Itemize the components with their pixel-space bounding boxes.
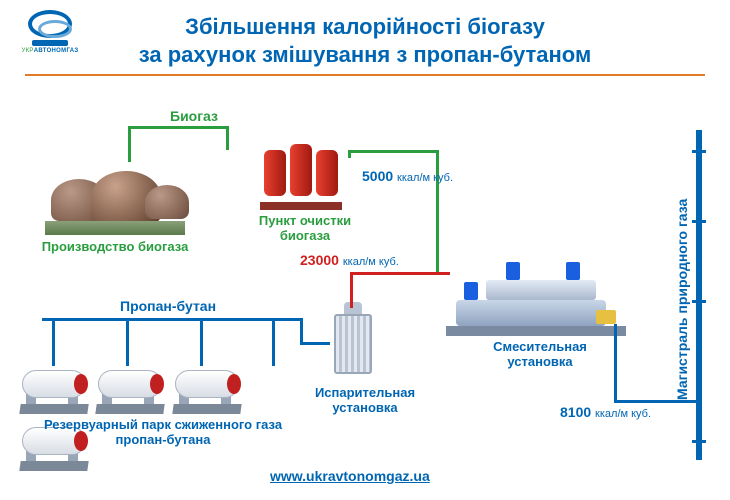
biogas-value: 5000 ккал/м куб. [362, 168, 453, 184]
pipe-biogas-vert1 [128, 126, 131, 152]
pipe-tank-drop-3 [200, 318, 203, 366]
pipe-vap-h [350, 272, 450, 275]
vaporizer-label: Испарительная установка [310, 386, 420, 416]
main-pipe-tick-2 [692, 220, 706, 223]
pipe-biogas-vert2 [226, 126, 229, 150]
biogas-value-unit: ккал/м куб. [397, 172, 453, 184]
title-line-2: за рахунок змішування з пропан-бутаном [0, 42, 730, 68]
diagram-canvas: УКРАВТОНОМГАЗ Збільшення калорійності бі… [0, 0, 730, 500]
vaporizer-label-l1: Испарительная [315, 385, 415, 400]
propane-value-unit: ккал/м куб. [343, 256, 399, 268]
propane-flow-label: Пропан-бутан [120, 298, 216, 314]
pipe-vap-v [350, 272, 353, 304]
lpg-tank-3 [171, 362, 243, 414]
output-value-num: 8100 [560, 404, 591, 420]
output-value: 8100 ккал/м куб. [560, 404, 651, 420]
pipe-output-v [614, 324, 617, 402]
pipe-tank-drop-1 [52, 318, 55, 366]
pipe-output-h [614, 400, 698, 403]
output-value-unit: ккал/м куб. [595, 408, 651, 420]
cleaning-station-illustration [260, 140, 350, 210]
biogas-production-illustration [45, 155, 185, 235]
propane-value: 23000 ккал/м куб. [300, 252, 399, 268]
main-pipe-tick-4 [692, 440, 706, 443]
mixer-label: Смесительная установка [480, 340, 600, 370]
website-link[interactable]: www.ukravtonomgaz.ua [270, 468, 430, 484]
cleaning-label-l2: биогаза [280, 228, 330, 243]
biogas-flow-label: Биогаз [170, 108, 218, 124]
tank-farm-label: Резервуарный парк сжиженного газа пропан… [8, 418, 318, 448]
lpg-tank-2 [94, 362, 166, 414]
cleaning-station-label: Пункт очистки биогаза [250, 214, 360, 244]
mixer-illustration [446, 246, 626, 336]
vaporizer-label-l2: установка [332, 400, 397, 415]
main-pipe-tick-3 [692, 300, 706, 303]
biogas-production-label: Производство биогаза [30, 240, 200, 255]
tanks-label-l1: Резервуарный парк сжиженного газа [44, 417, 282, 432]
pipe-biogas-horiz1 [128, 126, 228, 129]
title-divider [25, 74, 705, 76]
mixer-label-l2: установка [507, 354, 572, 369]
pipe-clean-out-h1 [348, 150, 438, 153]
main-pipeline-label: Магистраль природного газа [674, 170, 690, 400]
biogas-value-num: 5000 [362, 168, 393, 184]
mixer-label-l1: Смесительная [493, 339, 587, 354]
tanks-label-l2: пропан-бутана [116, 432, 211, 447]
propane-value-num: 23000 [300, 252, 339, 268]
main-gas-pipeline [696, 130, 702, 460]
main-pipe-tick-1 [692, 150, 706, 153]
pipe-propane-manifold [42, 318, 302, 321]
cleaning-label-l1: Пункт очистки [259, 213, 351, 228]
lpg-tank-1 [18, 362, 90, 414]
vaporizer-illustration [326, 302, 380, 382]
pipe-propane-to-vap-v [300, 318, 303, 344]
title-line-1: Збільшення калорійності біогазу [0, 14, 730, 40]
pipe-tank-drop-2 [126, 318, 129, 366]
pipe-tank-drop-4 [272, 318, 275, 366]
